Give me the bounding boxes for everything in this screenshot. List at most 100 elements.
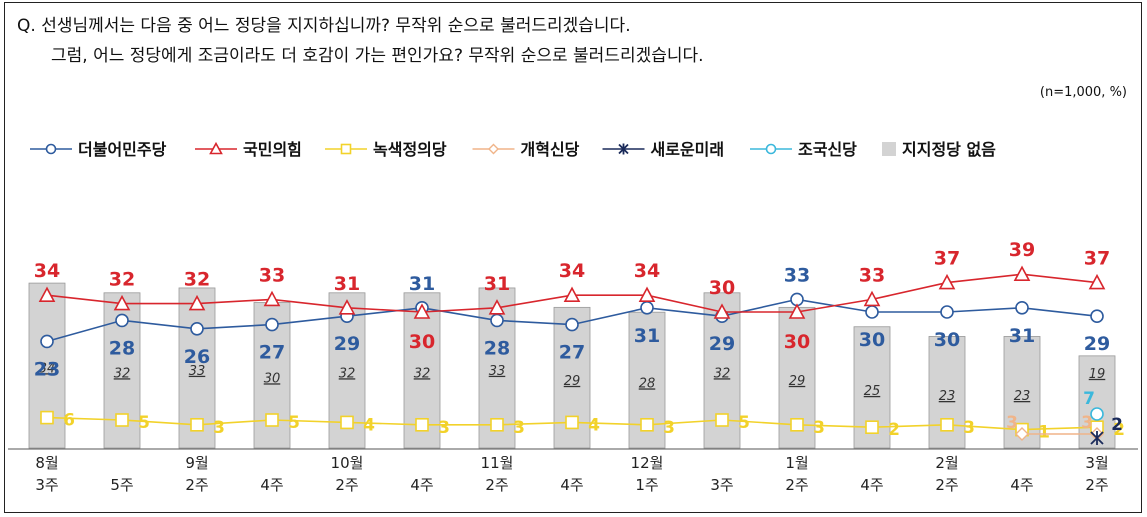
point-ppp-9 xyxy=(713,303,731,319)
data-label-ppp-7: 34 xyxy=(559,260,585,282)
x-tick-week-5: 4주 xyxy=(410,476,433,494)
point-ppp-3 xyxy=(263,290,281,307)
point-green_justice-0 xyxy=(40,410,54,425)
data-label-new_future-14: 2 xyxy=(1111,415,1123,435)
x-tick-month-2: 9월 xyxy=(185,454,208,472)
x-tick-week-1: 5주 xyxy=(110,476,133,494)
data-label-green_justice-0: 6 xyxy=(63,411,75,431)
data-label-ppp-9: 30 xyxy=(709,277,735,299)
point-democratic-13 xyxy=(1015,300,1029,315)
point-ppp-11 xyxy=(863,290,881,307)
legend-label-2: 녹색정의당 xyxy=(373,140,447,159)
data-label-ppp-11: 33 xyxy=(859,264,885,286)
data-label-green_justice-2: 3 xyxy=(213,418,225,438)
point-green_justice-11 xyxy=(865,420,879,435)
question-line-2: 그럼, 어느 정당에게 조금이라도 더 호감이 가는 편인가요? 무작위 순으로… xyxy=(51,46,704,66)
data-label-green_justice-10: 3 xyxy=(813,418,825,438)
x-tick-week-8: 1주 xyxy=(635,476,658,494)
legend-label-4: 새로운미래 xyxy=(651,140,725,159)
point-ppp-13 xyxy=(1013,265,1031,282)
data-label-democratic-11: 30 xyxy=(859,329,885,351)
data-label-green_justice-6: 3 xyxy=(513,418,525,438)
data-label-ppp-5: 30 xyxy=(409,331,435,353)
bar-label-0: 34 xyxy=(39,361,56,376)
data-label-ppp-8: 34 xyxy=(634,260,660,282)
data-label-green_justice-8: 3 xyxy=(663,418,675,438)
point-ppp-7 xyxy=(563,286,581,303)
legend-label-3: 개혁신당 xyxy=(521,140,580,159)
x-tick-week-3: 4주 xyxy=(260,476,283,494)
bar-label-10: 29 xyxy=(789,374,806,389)
point-ppp-14 xyxy=(1088,273,1106,290)
bar-label-14: 19 xyxy=(1089,367,1106,382)
point-green_justice-10 xyxy=(790,417,804,432)
bar-none-0 xyxy=(28,282,66,449)
bar-label-12: 23 xyxy=(939,389,956,404)
legend-label-5: 조국신당 xyxy=(798,140,857,159)
legend-marker-4 xyxy=(618,143,629,155)
point-green_justice-12 xyxy=(940,417,954,432)
data-label-democratic-12: 30 xyxy=(934,329,960,351)
point-green_justice-1 xyxy=(115,413,129,427)
x-tick-month-0: 8월 xyxy=(35,454,58,472)
x-tick-week-0: 3주 xyxy=(35,476,58,494)
x-tick-week-13: 4주 xyxy=(1010,476,1033,494)
bar-label-4: 32 xyxy=(339,366,356,381)
point-ppp-10 xyxy=(788,303,806,319)
x-tick-month-14: 3월 xyxy=(1085,454,1108,472)
data-label-democratic-0: 23 xyxy=(34,358,60,380)
bar-label-5: 32 xyxy=(414,366,431,381)
data-label-ppp-4: 31 xyxy=(334,273,360,295)
x-tick-week-14: 2주 xyxy=(1085,476,1108,494)
data-label-ppp-10: 30 xyxy=(784,331,810,353)
point-ppp-0 xyxy=(38,286,56,303)
point-ppp-8 xyxy=(638,286,656,303)
data-label-green_justice-3: 5 xyxy=(288,413,300,433)
data-label-green_justice-12: 3 xyxy=(963,418,975,438)
x-tick-week-2: 2주 xyxy=(185,476,208,494)
point-green_justice-9 xyxy=(715,413,729,427)
point-rebuilding-14 xyxy=(1090,407,1104,421)
point-green_justice-7 xyxy=(565,415,579,430)
x-tick-month-4: 10월 xyxy=(331,454,364,472)
point-democratic-7 xyxy=(565,317,579,332)
x-tick-week-7: 4주 xyxy=(560,476,583,494)
data-label-green_justice-1: 5 xyxy=(138,413,150,433)
point-green_justice-8 xyxy=(640,417,654,432)
point-green_justice-2 xyxy=(190,417,204,432)
data-label-democratic-13: 31 xyxy=(1009,325,1035,347)
data-label-reform-14: 3 xyxy=(1081,413,1093,433)
data-label-ppp-13: 39 xyxy=(1009,239,1035,261)
point-ppp-4 xyxy=(338,299,356,315)
legend-bar-swatch xyxy=(882,142,896,156)
question-line-1: Q. 선생님께서는 다음 중 어느 정당을 지지하십니까? 무작위 순으로 불러… xyxy=(17,16,631,36)
data-label-ppp-12: 37 xyxy=(934,248,960,270)
data-label-ppp-0: 34 xyxy=(34,260,60,282)
x-tick-month-12: 2월 xyxy=(935,454,958,472)
data-label-ppp-1: 32 xyxy=(109,269,135,291)
point-green_justice-4 xyxy=(340,415,354,430)
data-label-ppp-3: 33 xyxy=(259,264,285,286)
data-label-rebuilding-14: 7 xyxy=(1083,389,1095,409)
data-label-democratic-7: 27 xyxy=(559,342,585,364)
legend-label-1: 국민의힘 xyxy=(243,140,302,159)
bar-label-2: 33 xyxy=(189,364,206,379)
x-tick-month-8: 12월 xyxy=(631,454,664,472)
legend-label-bar: 지지정당 없음 xyxy=(902,140,996,159)
bar-label-7: 29 xyxy=(564,374,581,389)
data-label-democratic-4: 29 xyxy=(334,333,360,355)
data-label-democratic-3: 27 xyxy=(259,342,285,364)
point-democratic-3 xyxy=(265,317,279,332)
point-reform-13 xyxy=(1015,427,1029,441)
legend-marker-2 xyxy=(340,143,352,155)
point-green_justice-3 xyxy=(265,413,279,427)
point-ppp-12 xyxy=(938,273,956,290)
bar-label-11: 25 xyxy=(864,384,881,399)
x-tick-week-12: 2주 xyxy=(935,476,958,494)
x-tick-week-9: 3주 xyxy=(710,476,733,494)
data-label-ppp-14: 37 xyxy=(1084,248,1110,270)
point-democratic-0 xyxy=(40,334,54,349)
x-tick-month-6: 11월 xyxy=(481,454,514,472)
x-tick-month-10: 1월 xyxy=(785,454,808,472)
